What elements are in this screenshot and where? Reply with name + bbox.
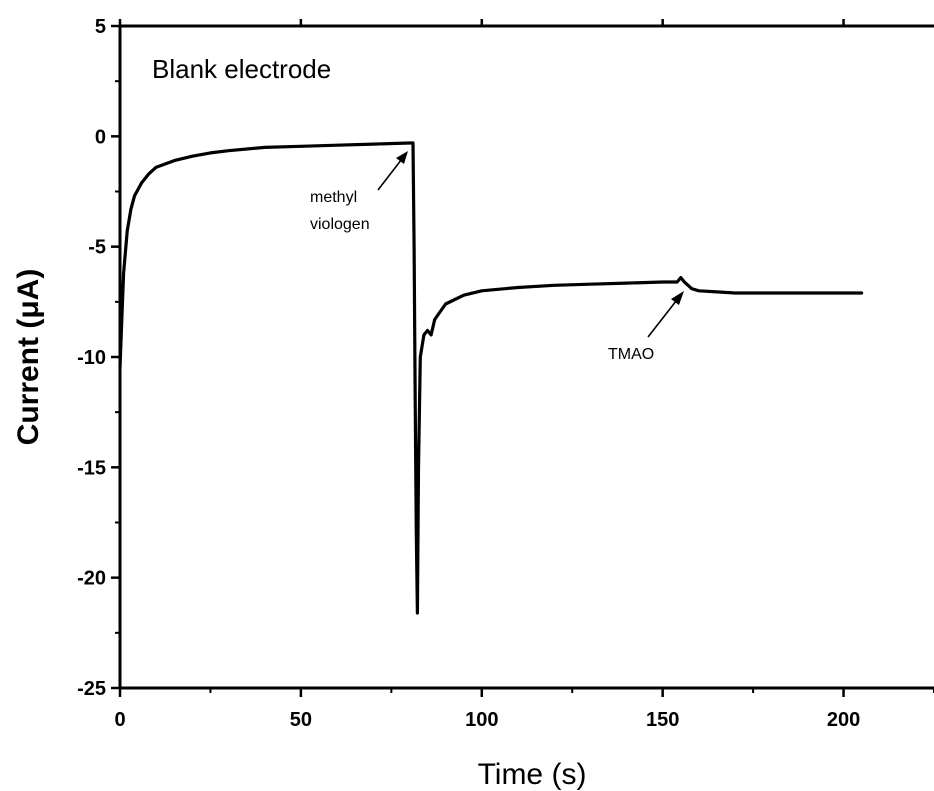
x-tick-label: 50	[290, 709, 312, 731]
series-line-current	[118, 141, 864, 615]
y-tick-label: 5	[95, 16, 106, 38]
annotation-tmao-label: TMAO	[608, 346, 654, 363]
x-tick-label: 150	[646, 709, 679, 731]
annotation-tmao-arrow	[647, 295, 681, 338]
chart-title: Blank electrode	[152, 54, 331, 84]
y-tick-label: -15	[77, 457, 106, 479]
y-axis-title: Current (μA)	[12, 269, 45, 446]
tick-marks	[111, 19, 934, 697]
y-tick-label: -10	[77, 347, 106, 369]
y-tick-label: -20	[77, 568, 106, 590]
y-tick-label: 0	[95, 126, 106, 148]
annotation-tmao-arrowhead	[671, 291, 684, 305]
x-tick-label: 100	[465, 709, 498, 731]
x-tick-label: 0	[114, 709, 125, 731]
y-tick-label: -25	[77, 678, 106, 700]
annotation-methyl-line1: methyl	[310, 189, 357, 206]
annotation-tmao: TMAO	[608, 291, 684, 363]
x-axis-title: Time (s)	[478, 758, 587, 791]
annotation-methyl-viologen: methyl viologen	[310, 151, 408, 233]
annotation-methyl-arrowhead	[396, 151, 408, 164]
y-tick-label: -5	[88, 237, 106, 259]
annotation-methyl-line2: viologen	[310, 216, 370, 233]
x-tick-label: 200	[827, 709, 860, 731]
